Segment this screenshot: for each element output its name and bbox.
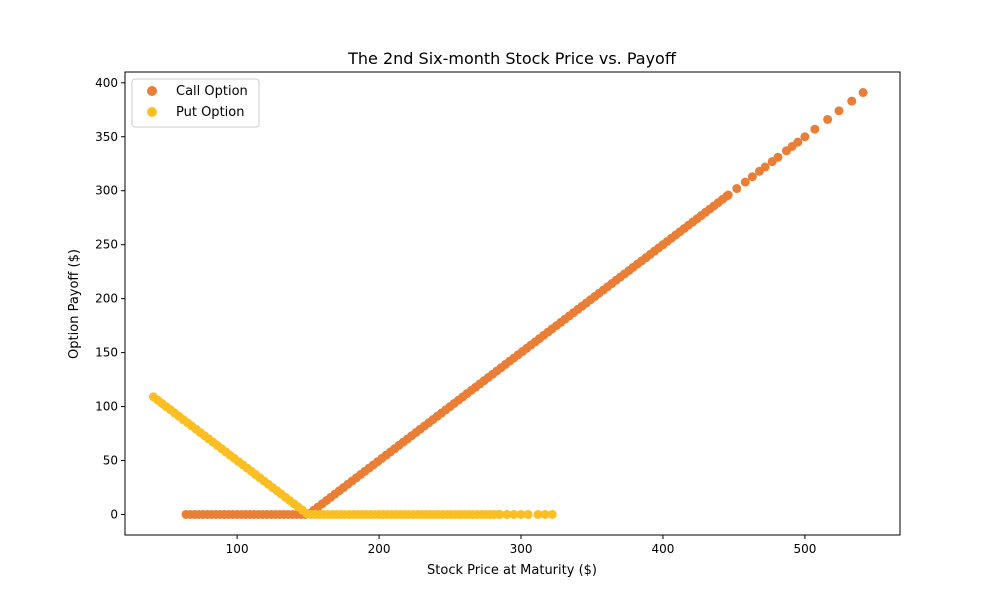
legend-label-call: Call Option [176,84,248,99]
x-axis-label: Stock Price at Maturity ($) [427,563,597,578]
call-point [847,96,857,106]
y-tick-label: 200 [95,292,118,306]
call-point [834,106,844,116]
x-tick-label: 200 [368,542,391,556]
put-point [523,509,533,519]
put-point [502,509,512,519]
chart-title: The 2nd Six-month Stock Price vs. Payoff [347,49,677,68]
call-point [732,184,742,194]
call-option-series [181,88,868,519]
y-axis: 0 50 100 150 200 250 300 350 400 [95,76,125,521]
call-point [823,114,833,124]
call-point [800,132,810,142]
call-point [723,190,733,200]
x-tick-label: 400 [652,542,675,556]
y-tick-label: 400 [95,76,118,90]
put-point [509,509,519,519]
plot-frame [124,71,901,536]
call-point [760,162,770,172]
put-point [495,509,505,519]
call-point [858,88,868,98]
call-point [740,177,750,187]
legend-marker-call [147,86,157,96]
y-tick-label: 300 [95,184,118,198]
y-tick-label: 100 [95,400,118,414]
data-marks [148,88,868,519]
put-option-series [148,392,557,519]
y-tick-label: 250 [95,238,118,252]
legend: Call Option Put Option [131,78,260,128]
x-tick-label: 300 [510,542,533,556]
y-tick-label: 150 [95,346,118,360]
call-point [747,172,757,182]
x-axis: 100 200 300 400 500 [226,535,816,556]
y-tick-label: 50 [103,454,118,468]
legend-box [131,78,260,128]
call-point [773,152,783,162]
y-tick-label: 0 [110,507,118,521]
put-point [533,509,543,519]
legend-label-put: Put Option [176,105,244,120]
legend-marker-put [147,107,157,117]
call-point [793,137,803,147]
put-point [540,509,550,519]
put-point [547,509,557,519]
y-tick-label: 350 [95,130,118,144]
y-axis-label: Option Payoff ($) [67,249,82,359]
call-point [810,124,820,134]
put-point [516,509,526,519]
x-tick-label: 500 [793,542,816,556]
x-tick-label: 100 [226,542,249,556]
